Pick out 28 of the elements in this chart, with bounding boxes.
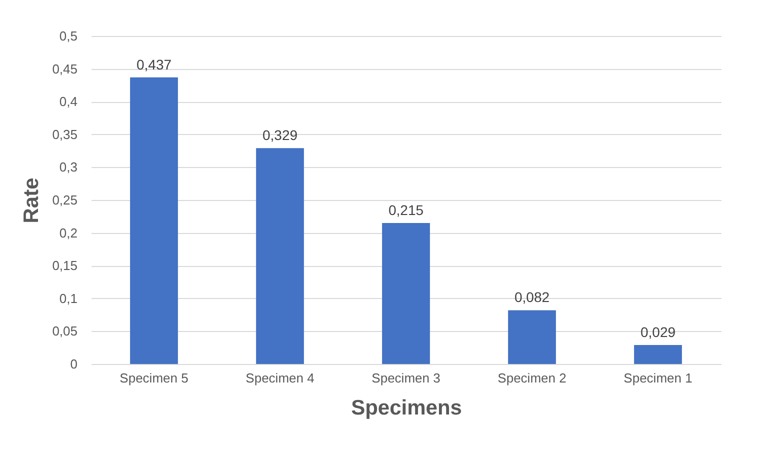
y-tick-label: 0,2 [59, 225, 78, 240]
y-tick-label: 0,25 [52, 192, 78, 208]
data-label: 0,029 [640, 324, 676, 340]
x-tick-label: Specimen 1 [624, 370, 692, 386]
y-axis-title: Rate [20, 178, 44, 224]
x-tick-label: Specimen 4 [246, 370, 314, 386]
y-tick-label: 0,15 [52, 258, 78, 274]
data-label: 0,329 [262, 127, 298, 144]
data-label: 0,437 [136, 56, 172, 72]
y-tick-label: 0 [70, 356, 78, 372]
y-tick-label: 0,45 [52, 61, 78, 76]
x-tick-label: Specimen 2 [498, 370, 566, 386]
data-label: 0,215 [388, 202, 424, 218]
y-tick-label: 0,05 [52, 324, 78, 339]
bar [634, 344, 682, 364]
bar [130, 77, 178, 364]
bar [508, 310, 556, 364]
y-tick-label: 0,5 [59, 28, 78, 44]
bar [382, 222, 430, 364]
y-tick-label: 0,1 [59, 290, 78, 306]
y-tick-label: 0,3 [59, 160, 78, 175]
data-label: 0,082 [514, 289, 550, 306]
bar [256, 148, 304, 364]
y-tick-label: 0,4 [59, 94, 78, 110]
y-tick-label: 0,35 [52, 126, 78, 142]
x-axis-title: Specimens [351, 396, 462, 420]
x-tick-label: Specimen 3 [372, 370, 440, 386]
x-tick-label: Specimen 5 [120, 370, 188, 386]
